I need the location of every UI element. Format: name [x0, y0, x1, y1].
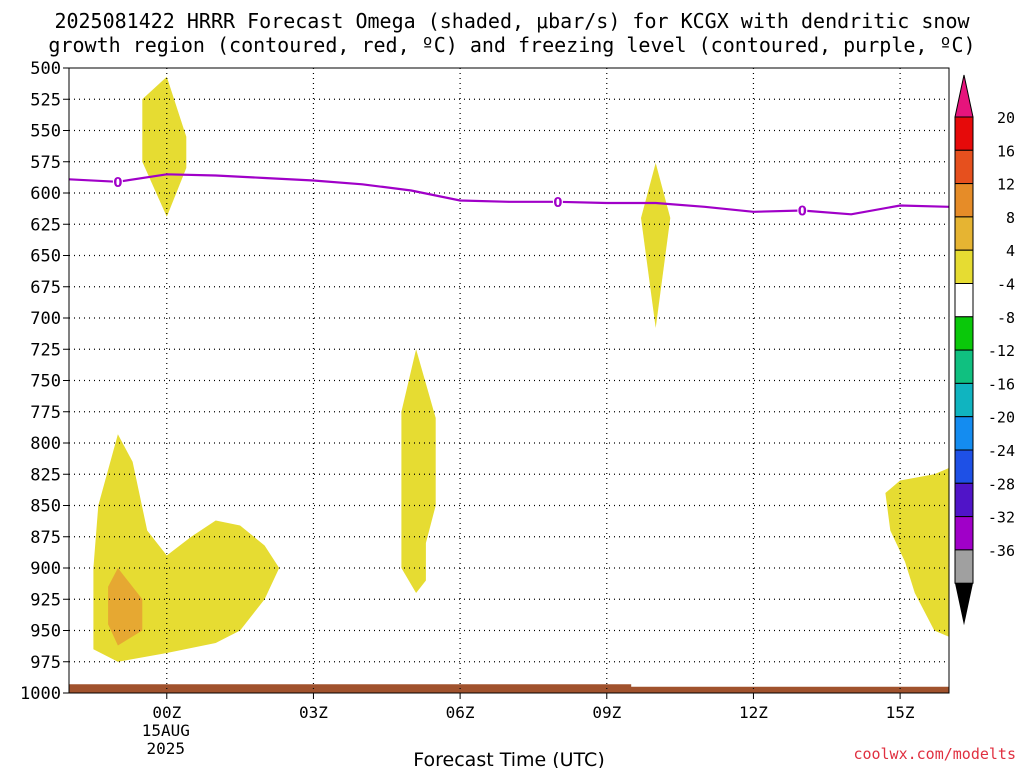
colorbar-swatch-0 — [954, 116, 974, 151]
colorbar-swatch-7 — [954, 349, 974, 384]
colorbar-swatch-11 — [954, 482, 974, 518]
colorbar-swatch-1 — [954, 149, 974, 185]
colorbar-swatch-2 — [954, 183, 974, 218]
freezing-level-layer: 0 0 0 — [68, 173, 950, 220]
colorbar-label-7: -12 — [988, 342, 1015, 360]
y-tick-label-775: 775 — [30, 403, 61, 423]
x-tick-year-00Z: 2025 — [147, 739, 186, 758]
colorbar-label-5: -4 — [997, 276, 1015, 294]
y-tick-label-925: 925 — [30, 590, 61, 610]
chart-title-line-1: 2025081422 HRRR Forecast Omega (shaded, … — [54, 9, 970, 33]
colorbar-swatch-12 — [954, 516, 974, 551]
y-tick-label-750: 750 — [30, 372, 61, 392]
y-tick-label-575: 575 — [30, 153, 61, 173]
y-tick-label-700: 700 — [30, 309, 61, 329]
y-tick-label-625: 625 — [30, 215, 61, 235]
colorbar-swatch-10 — [954, 449, 974, 484]
y-tick-label-950: 950 — [30, 622, 61, 642]
colorbar-swatch-3 — [954, 216, 974, 251]
freezing-label-bg-2 — [797, 203, 808, 218]
omega-region-4-0 — [142, 76, 187, 217]
surface-band — [69, 684, 949, 693]
y-tick-label-800: 800 — [30, 434, 61, 454]
x-tick-label-06Z: 06Z — [446, 703, 475, 722]
colorbar-swatch-5 — [954, 283, 974, 318]
y-tick-label-675: 675 — [30, 278, 61, 298]
colorbar-label-9: -20 — [988, 409, 1015, 427]
colorbar-swatch-13 — [954, 549, 974, 584]
y-tick-label-975: 975 — [30, 653, 61, 673]
y-tick-label-525: 525 — [30, 90, 61, 110]
colorbar-label-0: 20 — [997, 109, 1015, 127]
colorbar-swatch-8 — [954, 382, 974, 418]
colorbar-top-arrow — [954, 74, 974, 118]
y-tick-label-1000: 1000 — [20, 684, 61, 704]
y-tick-label-650: 650 — [30, 247, 61, 267]
y-tick-label-850: 850 — [30, 497, 61, 517]
colorbar-swatch-6 — [954, 316, 974, 351]
chart-title-line-2: growth region (contoured, red, ºC) and f… — [48, 33, 976, 57]
colorbar-label-1: 16 — [997, 142, 1015, 160]
x-axis-label: Forecast Time (UTC) — [413, 749, 604, 768]
freezing-label-bg-1 — [552, 194, 563, 209]
colorbar: 20 16 12 8 4 -4 -8 -12 -16 -20 -24 -28 -32 -36 — [954, 74, 1015, 626]
y-tick-label-900: 900 — [30, 559, 61, 579]
colorbar-label-4: 4 — [1006, 242, 1015, 260]
omega-region-4-1 — [641, 163, 671, 328]
credit-text: coolwx.com/modelts — [853, 745, 1016, 763]
colorbar-swatch-9 — [954, 416, 974, 451]
x-tick-label-15Z: 15Z — [886, 703, 915, 722]
colorbar-label-2: 12 — [997, 176, 1015, 194]
freezing-level-label-2: 0 — [798, 205, 807, 220]
freezing-level-label-1: 0 — [553, 196, 562, 211]
y-tick-label-550: 550 — [30, 122, 61, 142]
y-tick-label-825: 825 — [30, 465, 61, 485]
y-tick-label-500: 500 — [30, 59, 61, 79]
colorbar-label-6: -8 — [997, 309, 1015, 327]
y-tick-label-725: 725 — [30, 340, 61, 360]
colorbar-bottom-arrow — [955, 583, 973, 626]
x-tick-date-00Z: 15AUG — [142, 721, 190, 740]
colorbar-label-3: 8 — [1006, 209, 1015, 227]
x-tick-label-12Z: 12Z — [739, 703, 768, 722]
colorbar-label-12: -32 — [988, 509, 1015, 527]
y-axis-ticks: 500 525 550 575 600 625 650 675 700 725 750 775 800 8… — [20, 59, 69, 704]
omega-region-4-2 — [401, 349, 436, 593]
freezing-level-line — [68, 173, 950, 216]
colorbar-swatch-4 — [954, 249, 974, 284]
x-tick-label-00Z: 00Z — [152, 703, 181, 722]
y-tick-label-600: 600 — [30, 184, 61, 204]
grid-layer — [69, 68, 949, 693]
y-tick-label-875: 875 — [30, 528, 61, 548]
omega-region-4-5 — [885, 468, 949, 637]
colorbar-label-8: -16 — [988, 375, 1015, 393]
x-tick-label-09Z: 09Z — [592, 703, 621, 722]
colorbar-label-11: -28 — [988, 475, 1015, 493]
freezing-label-bg-0 — [112, 174, 123, 189]
freezing-level-label-0: 0 — [113, 176, 122, 191]
colorbar-label-13: -36 — [988, 542, 1015, 560]
omega-shading-layer — [69, 76, 949, 693]
colorbar-label-10: -24 — [988, 442, 1015, 460]
x-tick-label-03Z: 03Z — [299, 703, 328, 722]
omega-region-8-4 — [108, 568, 143, 646]
